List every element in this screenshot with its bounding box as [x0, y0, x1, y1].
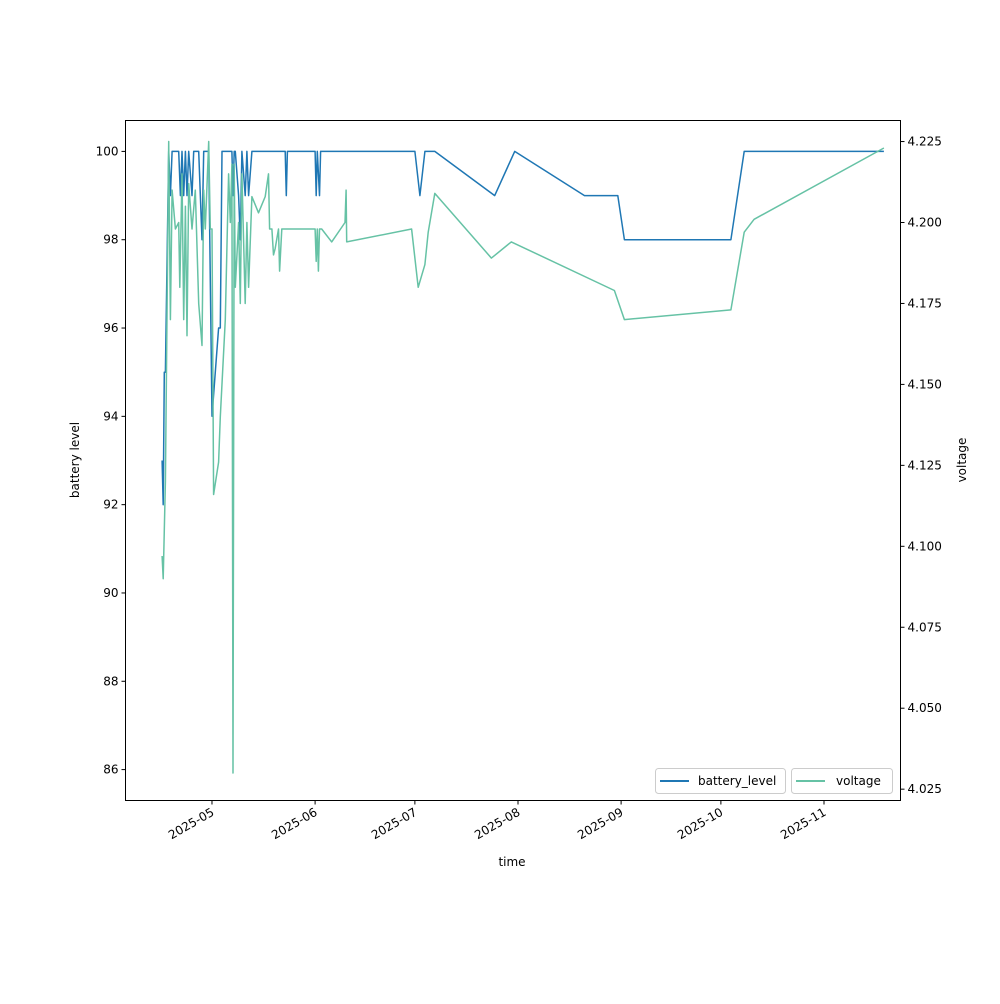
axes-frame	[125, 120, 901, 801]
y-right-tick-label: 4.075	[908, 620, 942, 634]
y-right-tick-label: 4.050	[908, 701, 942, 715]
legend-box	[655, 768, 786, 794]
y-right-tick-label: 4.125	[908, 458, 942, 472]
x-axis-label: time	[498, 855, 525, 869]
y-tick-label: 100	[96, 144, 119, 158]
legend-label-battery: battery_level	[698, 774, 776, 788]
plot-lines	[161, 140, 885, 774]
y-right-tick-label: 4.200	[908, 216, 942, 230]
y-right-tick-label: 4.100	[908, 539, 942, 553]
y-tick-label: 86	[103, 763, 118, 777]
y-right-tick-label: 4.175	[908, 296, 942, 310]
legend-label-voltage: voltage	[836, 774, 881, 788]
y-tick-label: 94	[103, 409, 118, 423]
legend-voltage: voltage	[791, 768, 893, 794]
x-tick-label: 2025-10	[675, 805, 725, 842]
legend-box	[791, 768, 893, 794]
x-tick-label: 2025-08	[472, 805, 522, 842]
series-line-voltage	[161, 140, 885, 774]
x-tick-label: 2025-05	[166, 805, 216, 842]
y-axis-label: battery level	[68, 422, 82, 498]
ticks: 2025-05 2025-06 2025-07 2025-08 2025-09 2025-…	[96, 135, 942, 843]
legend-battery: battery_level	[655, 768, 786, 794]
x-tick-label: 2025-06	[269, 805, 319, 842]
y-tick-label: 88	[103, 674, 118, 688]
y-right-tick-label: 4.150	[908, 377, 942, 391]
y-tick-label: 90	[103, 586, 118, 600]
y-axis-right-label: voltage	[955, 438, 969, 483]
x-tick-label: 2025-07	[369, 805, 419, 842]
y-tick-label: 96	[103, 321, 118, 335]
y-right-tick-label: 4.225	[908, 135, 942, 149]
y-tick-label: 98	[103, 233, 118, 247]
series-line-battery_level	[161, 150, 884, 506]
x-tick-label: 2025-11	[778, 805, 828, 842]
y-tick-label: 92	[103, 498, 118, 512]
y-right-tick-label: 4.025	[908, 782, 942, 796]
x-tick-label: 2025-09	[575, 805, 625, 842]
